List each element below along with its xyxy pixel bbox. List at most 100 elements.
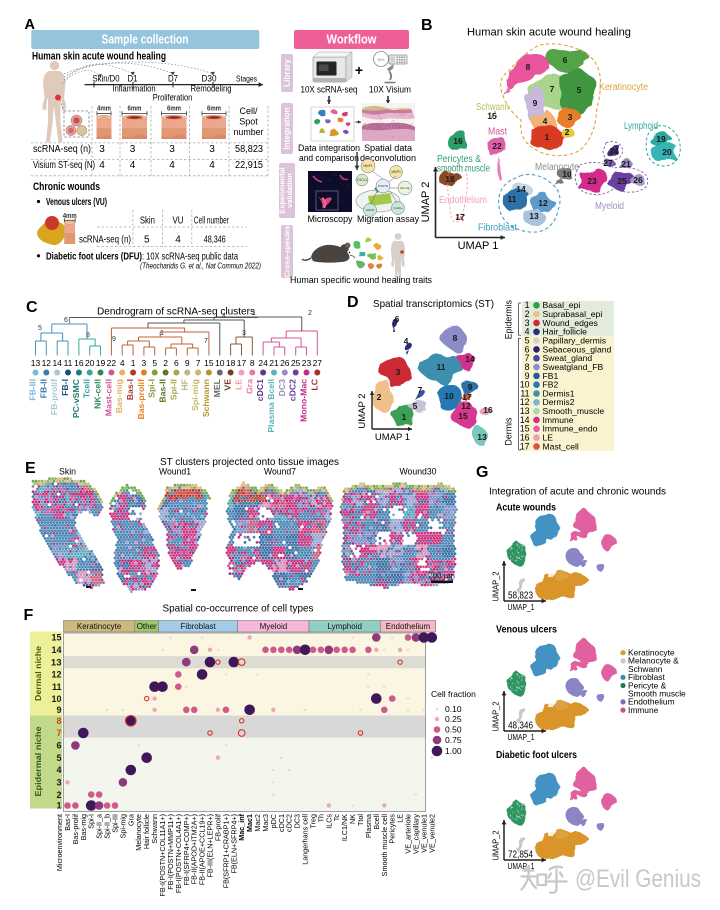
svg-text:Cell migr: Cell migr <box>400 186 410 190</box>
svg-text:2: 2 <box>565 127 570 137</box>
svg-text:Cross-species: Cross-species <box>283 226 292 278</box>
svg-text:Schwann: Schwann <box>150 814 159 844</box>
svg-text:G: G <box>476 464 488 481</box>
svg-text:2: 2 <box>56 790 61 800</box>
svg-text:4: 4 <box>404 336 409 346</box>
svg-text:Cell fraction: Cell fraction <box>431 689 476 699</box>
svg-text:Myeloid: Myeloid <box>595 201 624 212</box>
svg-text:13: 13 <box>31 358 41 368</box>
svg-text:UMAP_2: UMAP_2 <box>491 701 500 732</box>
svg-text:Immune: Immune <box>628 705 659 715</box>
svg-text:Mac2: Mac2 <box>253 814 262 832</box>
svg-text:9: 9 <box>525 371 530 381</box>
svg-text:UMAP_2: UMAP_2 <box>491 830 500 861</box>
svg-text:1: 1 <box>545 132 550 142</box>
svg-text:Bas-prolif: Bas-prolif <box>71 814 80 844</box>
svg-text:Myeloid: Myeloid <box>260 622 288 631</box>
svg-text:4: 4 <box>175 234 181 245</box>
svg-text:23: 23 <box>587 176 597 186</box>
svg-text:6: 6 <box>395 314 400 324</box>
svg-text:Fibroblast: Fibroblast <box>628 672 665 682</box>
svg-text:Experimental: Experimental <box>278 167 287 213</box>
svg-text:Pericytes: Pericytes <box>388 814 397 844</box>
svg-text:4: 4 <box>525 327 530 337</box>
svg-text:VE_capillary: VE_capillary <box>411 814 420 854</box>
svg-text:1: 1 <box>56 801 61 811</box>
svg-text:12: 12 <box>520 397 530 407</box>
svg-text:Wound_edges: Wound_edges <box>543 318 598 328</box>
svg-text:Dermis1: Dermis1 <box>543 388 575 398</box>
svg-text:Treg: Treg <box>309 814 318 829</box>
svg-text:26: 26 <box>633 175 643 185</box>
svg-text:24: 24 <box>609 146 619 156</box>
svg-text:3: 3 <box>56 778 61 788</box>
svg-text:Stages: Stages <box>236 74 257 84</box>
svg-text:4: 4 <box>543 116 548 126</box>
svg-text:Basal_epi: Basal_epi <box>543 300 581 310</box>
svg-text:19: 19 <box>96 358 106 368</box>
svg-text:Papillary_dermis: Papillary_dermis <box>543 335 607 345</box>
svg-text:3: 3 <box>396 367 401 377</box>
svg-text:13: 13 <box>529 211 539 221</box>
svg-text:Endothelium: Endothelium <box>439 195 487 206</box>
svg-text:0.25: 0.25 <box>445 714 462 724</box>
svg-text:13: 13 <box>477 432 487 442</box>
svg-text:16: 16 <box>520 433 530 443</box>
svg-text:20: 20 <box>662 147 672 157</box>
svg-text:Sebaceous_gland: Sebaceous_gland <box>543 344 612 354</box>
svg-text:E: E <box>25 460 36 477</box>
svg-text:Venous ulcers: Venous ulcers <box>496 623 557 635</box>
svg-text:12: 12 <box>42 358 52 368</box>
svg-text:4mm: 4mm <box>97 104 111 113</box>
svg-text:Plasma: Plasma <box>364 814 373 838</box>
svg-text:48,346: 48,346 <box>204 234 226 245</box>
svg-text:Mac1: Mac1 <box>245 814 254 832</box>
svg-text:1: 1 <box>252 310 256 317</box>
svg-text:10X scRNA-seq: 10X scRNA-seq <box>301 85 358 95</box>
svg-text:Mast-cell: Mast-cell <box>103 379 113 416</box>
svg-text:1: 1 <box>402 412 407 422</box>
svg-text:Gra: Gra <box>244 379 254 394</box>
svg-text:3: 3 <box>525 318 530 328</box>
svg-text:Mast_cell: Mast_cell <box>543 441 579 451</box>
svg-text:12: 12 <box>461 401 471 411</box>
svg-text:POSTN: POSTN <box>378 184 388 188</box>
svg-text:Hair_follicle: Hair_follicle <box>543 327 588 337</box>
svg-text:Human specific wound healing t: Human specific wound healing traits <box>290 275 433 285</box>
svg-text:Bas-mig: Bas-mig <box>114 379 124 413</box>
svg-text:4: 4 <box>209 160 215 171</box>
svg-text:F: F <box>24 607 34 624</box>
svg-text:9: 9 <box>56 705 61 715</box>
svg-text:Keratinocyte: Keratinocyte <box>599 82 648 93</box>
svg-text:Spatial transcriptomics (ST): Spatial transcriptomics (ST) <box>373 298 494 310</box>
svg-text:Spatial co-occurrence of cell: Spatial co-occurrence of cell types <box>163 603 314 615</box>
svg-text:Sample collection: Sample collection <box>102 33 189 47</box>
svg-text:3: 3 <box>209 144 215 155</box>
svg-text:Dermal niche: Dermal niche <box>34 645 43 701</box>
svg-text:8: 8 <box>525 362 530 372</box>
svg-text:Mono-Mac: Mono-Mac <box>299 379 309 422</box>
svg-text:8: 8 <box>250 358 255 368</box>
svg-text:19: 19 <box>656 134 666 144</box>
svg-text:Spi-mig: Spi-mig <box>118 814 127 838</box>
svg-text:Schwann: Schwann <box>476 102 509 113</box>
svg-text:7: 7 <box>56 728 61 738</box>
svg-text:Skin: Skin <box>140 215 155 226</box>
svg-text:Wound7: Wound7 <box>264 467 296 478</box>
svg-text:deconvolution: deconvolution <box>360 153 416 163</box>
svg-text:VE_venule2: VE_venule2 <box>427 814 436 853</box>
svg-text:MMP3: MMP3 <box>391 170 400 174</box>
svg-text:Spi-I: Spi-I <box>87 814 96 829</box>
svg-text:FB(ELN+SFRP4+): FB(ELN+SFRP4+) <box>229 814 238 874</box>
svg-text:2: 2 <box>525 309 530 319</box>
svg-text:48,346: 48,346 <box>508 721 533 732</box>
svg-text:Pericytes &: Pericytes & <box>437 154 481 165</box>
svg-text:14: 14 <box>520 415 530 425</box>
svg-text:FB-III: FB-III <box>28 379 38 401</box>
svg-text:11: 11 <box>520 388 529 398</box>
svg-text:FB-II(APOD+ITM2A+): FB-II(APOD+ITM2A+) <box>190 814 199 884</box>
svg-text:Sweatgland_FB: Sweatgland_FB <box>543 362 604 372</box>
svg-text:17: 17 <box>462 392 472 402</box>
svg-text:3: 3 <box>568 112 573 122</box>
svg-text:Epidermis: Epidermis <box>504 299 514 339</box>
